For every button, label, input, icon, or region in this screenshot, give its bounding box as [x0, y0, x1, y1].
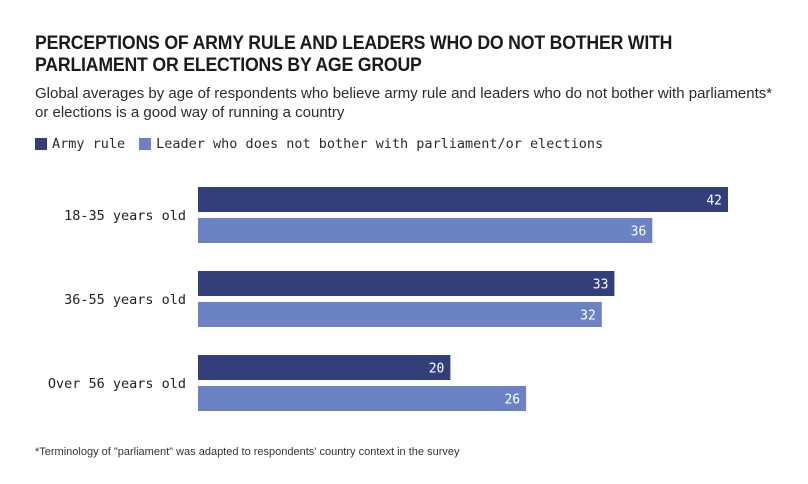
data-label-leader-36-55-years-old: 32 — [580, 309, 596, 324]
legend-swatch-leader — [139, 138, 152, 150]
category-label-18-35-years-old: 18-35 years old — [64, 208, 186, 224]
chart-subtitle: Global averages by age of respondents wh… — [35, 85, 773, 121]
data-label-army-rule-over-56-years-old: 20 — [429, 362, 445, 377]
bar-army-rule-18-35-years-old — [198, 187, 728, 212]
bar-leader-18-35-years-old — [198, 218, 653, 243]
data-label-leader-over-56-years-old: 26 — [504, 393, 520, 408]
category-label-over-56-years-old: Over 56 years old — [48, 376, 186, 392]
category-label-36-55-years-old: 36-55 years old — [64, 292, 186, 308]
data-label-army-rule-18-35-years-old: 42 — [706, 194, 722, 209]
bar-chart: 18-35 years old 42 36 36-55 years old 33 32 Ov… — [48, 187, 728, 411]
legend-swatch-army-rule — [35, 138, 47, 150]
footnote: *Terminology of "parliament" was adapted… — [35, 446, 460, 458]
bar-leader-36-55-years-old — [198, 302, 602, 327]
legend: Army rule Leader who does not bother wit… — [35, 136, 617, 152]
bar-army-rule-over-56-years-old — [198, 355, 451, 380]
legend-item-army-rule: Army rule — [35, 136, 125, 152]
legend-item-leader: Leader who does not bother with parliame… — [139, 136, 603, 152]
chart-title: PERCEPTIONS OF ARMY RULE AND LEADERS WHO… — [35, 33, 673, 76]
bar-leader-over-56-years-old — [198, 386, 527, 411]
data-label-army-rule-36-55-years-old: 33 — [593, 278, 609, 293]
bar-army-rule-36-55-years-old — [198, 271, 615, 296]
legend-label-leader: Leader who does not bother with parliame… — [156, 136, 604, 152]
legend-label-army-rule: Army rule — [52, 136, 126, 152]
data-label-leader-18-35-years-old: 36 — [631, 225, 647, 240]
